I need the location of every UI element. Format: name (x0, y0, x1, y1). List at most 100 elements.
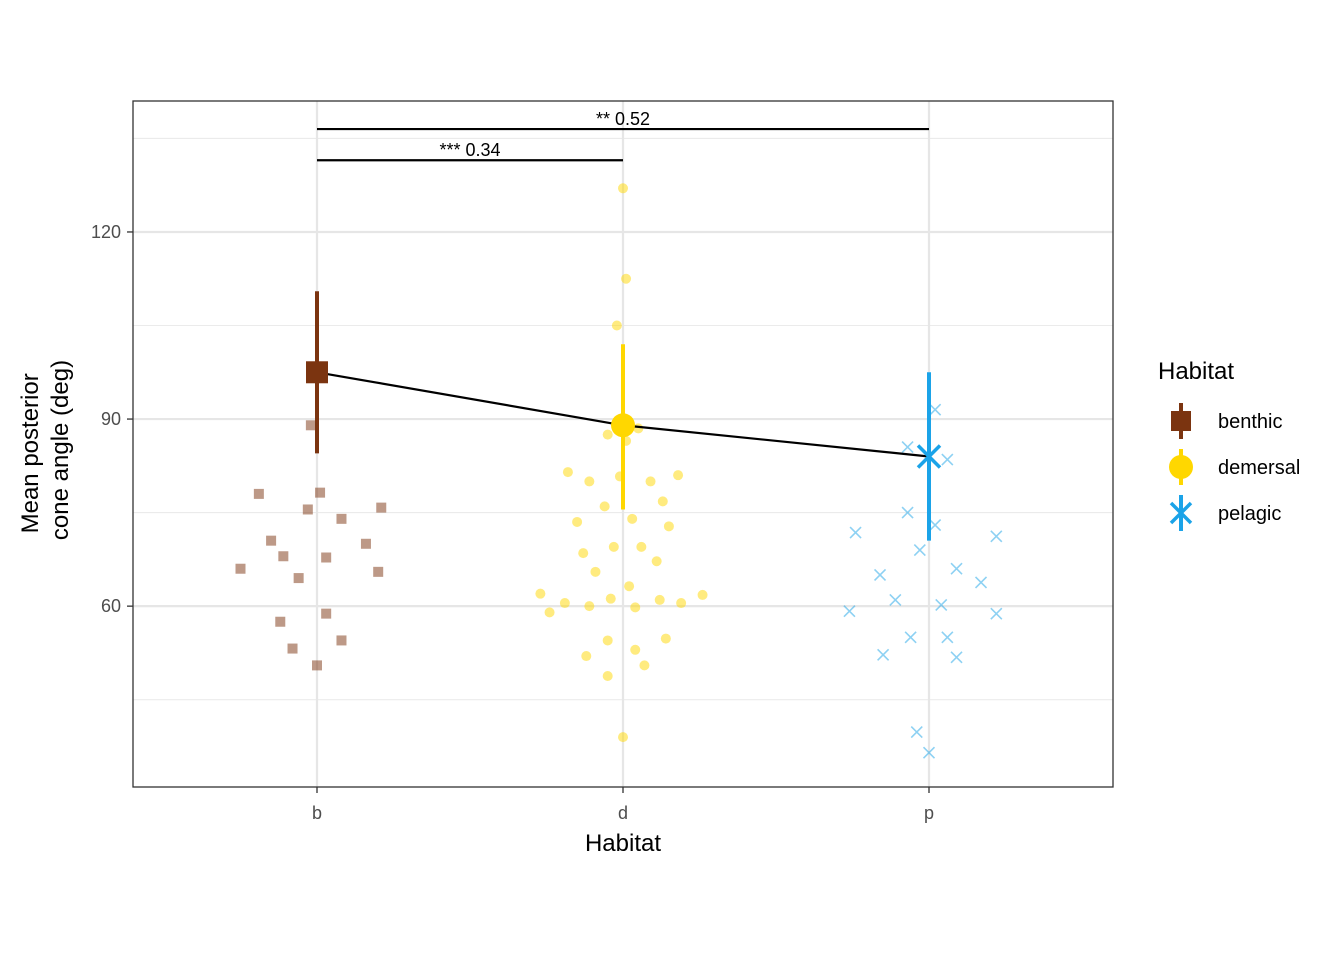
benthic-point (305, 420, 316, 431)
demersal-point (578, 548, 589, 559)
demersal-point (618, 183, 628, 194)
benthic-point (321, 552, 332, 563)
demersal-point (621, 273, 632, 284)
pelagic-point (990, 607, 1003, 620)
legend-label-pelagic: pelagic (1218, 503, 1281, 525)
pelagic-point (929, 519, 942, 532)
pelagic-point (929, 403, 942, 416)
pelagic-point (843, 605, 856, 618)
benthic-point (315, 487, 326, 498)
demersal-point (605, 593, 616, 604)
pelagic-mean-marker (916, 444, 942, 469)
pelagic-point (974, 576, 988, 589)
comparison-label: ** 0.52 (596, 109, 650, 129)
demersal-point (608, 541, 619, 552)
benthic-point (373, 566, 384, 577)
pelagic-point (990, 530, 1003, 543)
pelagic-point (889, 593, 902, 606)
x-axis-title: Habitat (585, 830, 661, 857)
benthic-point (266, 535, 277, 546)
benthic-point (278, 551, 289, 562)
x-tick-label: p (924, 803, 934, 823)
legend-key-demersal-marker (1169, 455, 1193, 479)
pelagic-point (877, 648, 890, 661)
benthic-point (293, 573, 304, 584)
demersal-point (676, 598, 687, 609)
comparison-label: *** 0.34 (439, 140, 500, 160)
benthic-point (336, 513, 347, 524)
y-axis-title: Mean posterior cone angle (deg) (17, 360, 74, 540)
legend: Habitat benthic demersal pelagic (1158, 358, 1300, 531)
demersal-point (651, 556, 662, 567)
demersal-point (581, 651, 592, 662)
benthic-point (275, 616, 286, 627)
benthic-point (235, 563, 246, 574)
pelagic-point (901, 441, 914, 454)
pelagic-point (950, 562, 963, 575)
pelagic-point (941, 453, 954, 466)
benthic-point (253, 488, 264, 499)
demersal-point (630, 602, 641, 613)
demersal-point (544, 607, 555, 618)
demersal-point (618, 732, 628, 743)
y-tick-label: 60 (101, 596, 121, 616)
pelagic-point (901, 506, 914, 519)
y-tick-label: 90 (101, 409, 121, 429)
demersal-point (599, 501, 610, 512)
demersal-point (657, 496, 668, 507)
demersal-point (602, 429, 613, 440)
legend-title: Habitat (1158, 358, 1234, 385)
pelagic-point (910, 726, 923, 739)
demersal-point (639, 660, 650, 671)
demersal-point (562, 467, 573, 478)
demersal-point (602, 635, 613, 646)
demersal-point (645, 476, 656, 487)
pelagic-point (922, 746, 936, 759)
demersal-point (663, 521, 674, 532)
demersal-point (572, 516, 583, 527)
y-tick-label: 120 (91, 222, 121, 242)
demersal-point (673, 470, 684, 481)
x-tick-label: b (312, 803, 322, 823)
benthic-point (287, 643, 298, 654)
y-axis: 60 90 120 (91, 222, 133, 616)
demersal-mean-marker (611, 413, 635, 438)
demersal-point (624, 581, 635, 592)
demersal-point (590, 566, 601, 577)
benthic-point (302, 504, 313, 515)
legend-key-pelagic-marker (1169, 501, 1193, 525)
demersal-point (559, 598, 570, 609)
legend-key-benthic-marker (1171, 411, 1191, 431)
demersal-point (697, 589, 708, 600)
pelagic-point (873, 568, 887, 582)
pelagic-point (935, 598, 948, 611)
demersal-point (630, 644, 641, 655)
benthic-point (336, 635, 347, 646)
legend-label-demersal: demersal (1218, 457, 1300, 479)
demersal-point (627, 513, 638, 524)
pelagic-point (913, 543, 926, 557)
benthic-point (321, 608, 332, 619)
benthic-point (360, 538, 371, 549)
legend-label-benthic: benthic (1218, 411, 1283, 433)
demersal-point (611, 320, 622, 331)
benthic-point (376, 502, 387, 513)
demersal-point (660, 633, 671, 644)
benthic-mean-marker (306, 361, 328, 384)
x-tick-label: d (618, 803, 628, 823)
pelagic-point (950, 651, 963, 664)
pelagic-point (904, 631, 917, 644)
demersal-point (636, 541, 647, 552)
pelagic-point (849, 526, 862, 539)
demersal-point (584, 476, 595, 487)
plot-panel: ** 0.52 *** 0.34 (132, 100, 1114, 788)
benthic-point (312, 660, 322, 671)
demersal-point (602, 670, 613, 681)
demersal-point (654, 594, 665, 605)
demersal-point (535, 588, 546, 599)
y-axis-title-line-2: cone angle (deg) (47, 360, 74, 540)
pelagic-point (941, 631, 954, 644)
demersal-point (584, 601, 595, 612)
